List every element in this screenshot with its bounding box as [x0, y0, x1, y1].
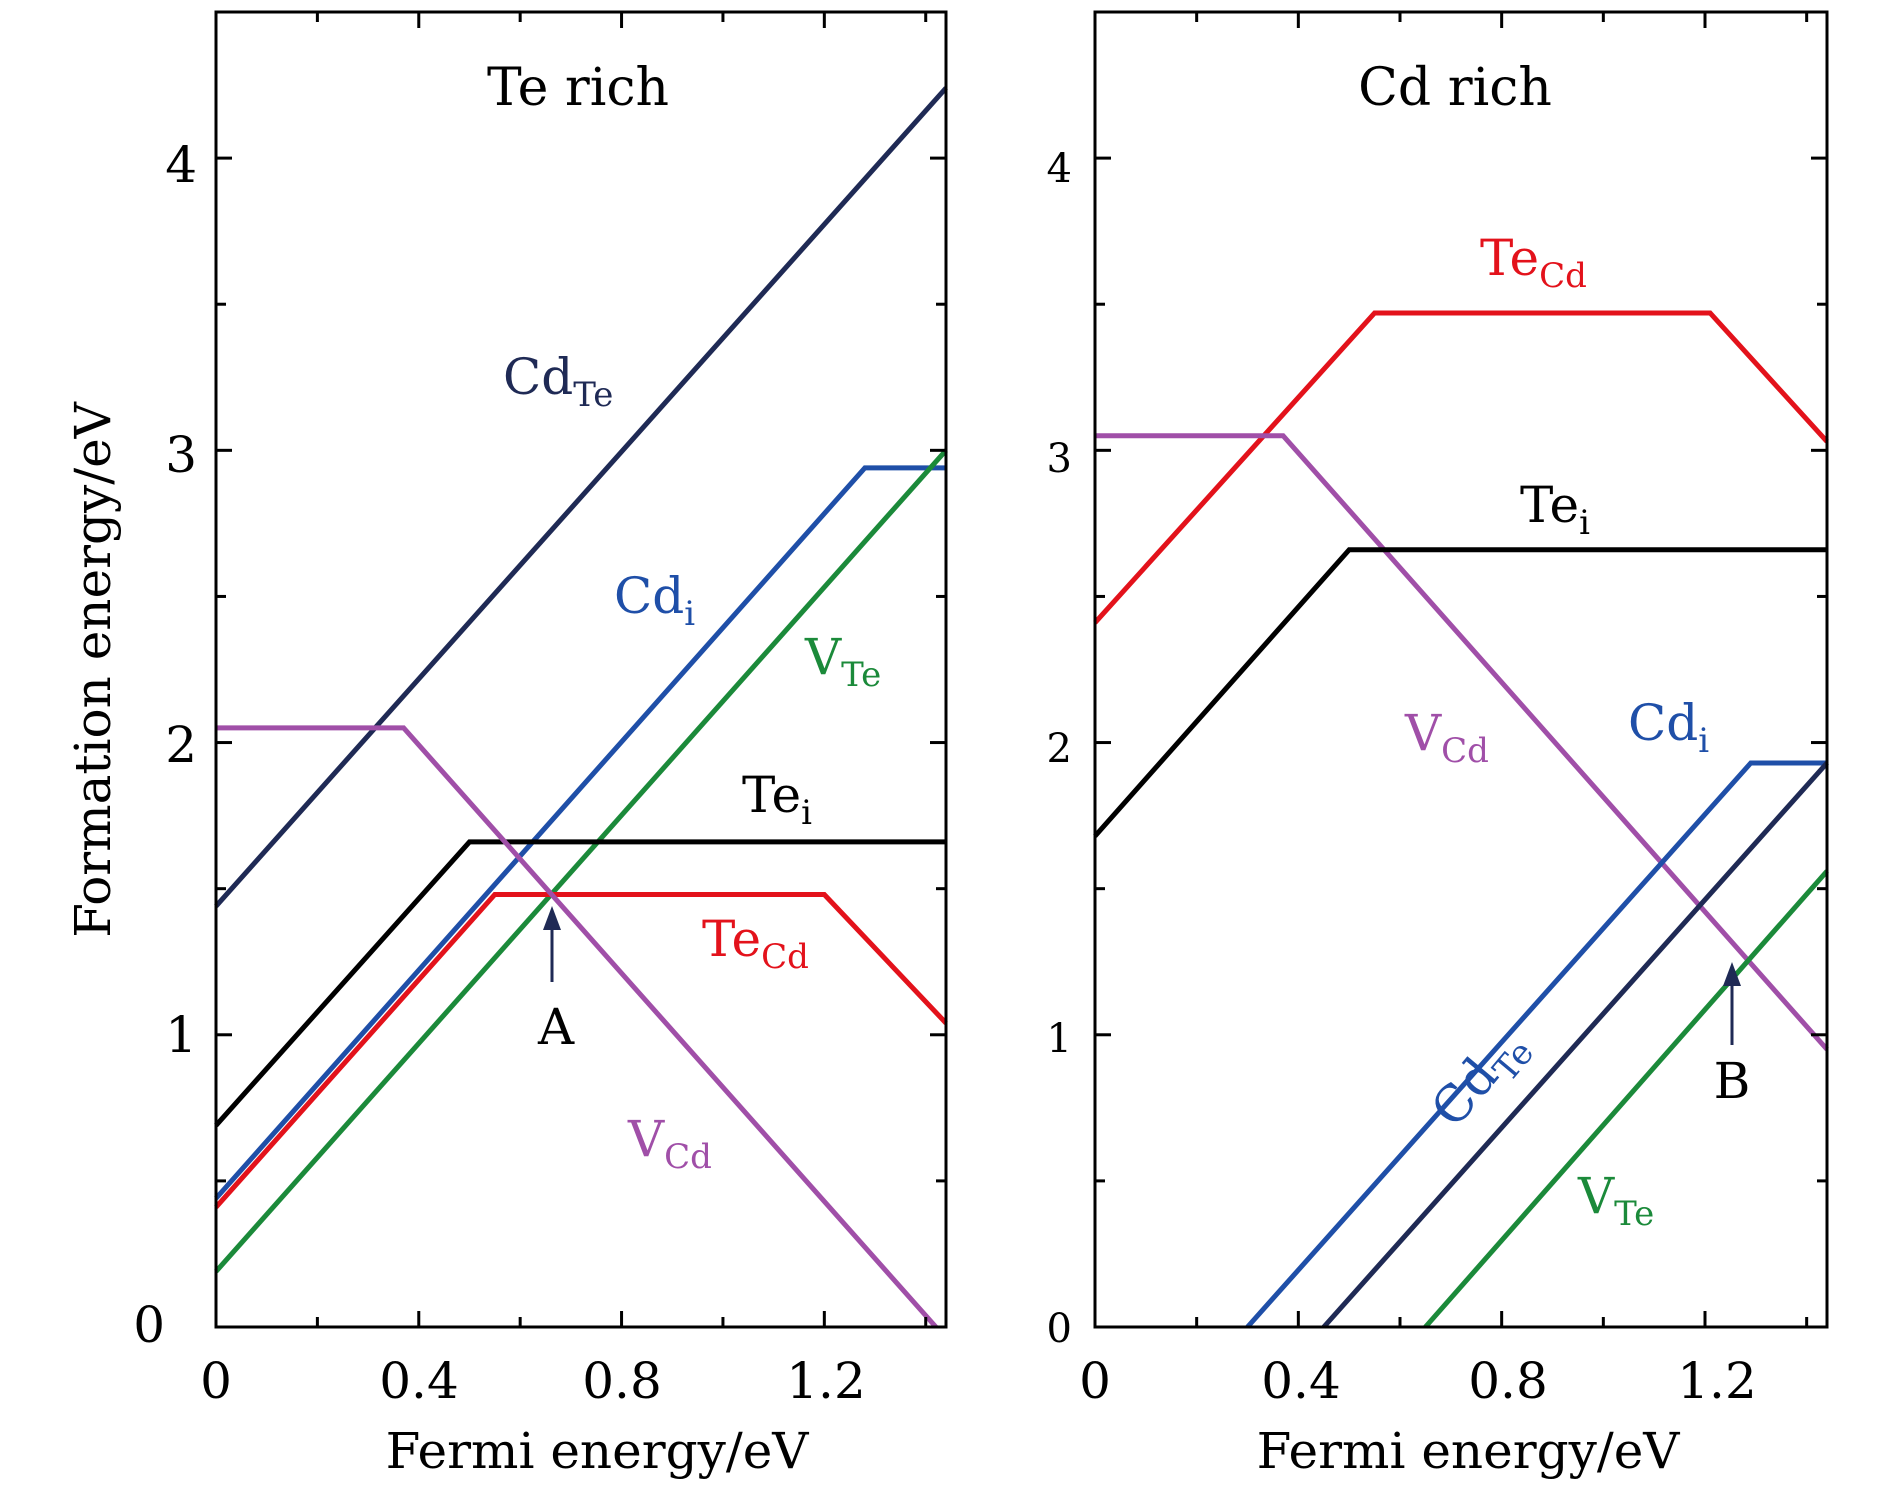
te-rich-line-cd-te [214, 86, 948, 908]
cd-rich-line-te-cd [1093, 310, 1829, 625]
te-rich-line-te-i [214, 839, 946, 1128]
cd-rich-line-v-cd [1095, 433, 1829, 1052]
cd-rich-label-cd-i-main: Cd [1628, 694, 1698, 752]
te-rich-label-te-i-sub: i [801, 793, 812, 833]
te-rich-label-cd-te-main: Cd [503, 348, 573, 406]
te-rich-ytick-label-2: 2 [165, 716, 197, 774]
cd-rich-label-te-i-sub: i [1579, 503, 1590, 543]
cd-rich-line-cd-i [1245, 760, 1827, 1329]
cd-rich-label-v-cd-main: V [1404, 704, 1442, 762]
cd-rich-label-v-cd-sub: Cd [1441, 731, 1489, 771]
te-rich-ytick-label-1: 1 [165, 1006, 197, 1064]
cd-rich-label-v-te-sub: Te [1614, 1194, 1654, 1234]
cd-rich-arrow-b-head [1723, 962, 1741, 986]
cd-rich-label-te-i: Tei [1520, 476, 1590, 543]
cd-rich-xtick-label-1: 0.4 [1261, 1352, 1341, 1410]
te-rich-line-v-cd [216, 725, 938, 1329]
cd-rich-label-cd-te: CdTe [1420, 1016, 1542, 1144]
cd-rich-plot-frame [1093, 10, 1829, 1329]
cd-rich-label-te-cd-sub: Cd [1539, 256, 1587, 296]
cd-rich-label-v-te: VTe [1577, 1167, 1654, 1234]
te-rich-label-te-i-main: Te [742, 766, 801, 824]
te-rich-label-v-te: VTe [804, 628, 881, 695]
te-rich-label-te-cd-sub: Cd [761, 937, 809, 977]
cd-rich-panel: Cd rich 0 1 2 3 4 0 0.4 0.8 1.2 Fermi en… [1047, 10, 1829, 1480]
te-rich-ytick-label-3: 3 [165, 426, 197, 484]
cd-rich-label-te-cd: TeCd [1480, 229, 1587, 296]
cd-rich-ytick-label-0: 0 [1047, 1306, 1072, 1352]
cd-rich-label-cd-i-sub: i [1698, 721, 1709, 761]
te-rich-label-te-i: Tei [742, 766, 812, 833]
te-rich-label-v-te-sub: Te [841, 655, 881, 695]
cd-rich-label-te-i-main: Te [1520, 476, 1579, 534]
te-rich-xtick-label-2: 0.8 [582, 1352, 662, 1410]
te-rich-label-v-cd: VCd [627, 1110, 712, 1177]
te-rich-arrow-a-head [543, 906, 561, 930]
te-rich-line-cd-i [214, 465, 946, 1201]
cd-rich-label-cd-i: Cdi [1628, 694, 1709, 761]
te-rich-label-v-cd-sub: Cd [664, 1137, 712, 1177]
te-rich-label-cd-te: CdTe [503, 348, 613, 415]
cd-rich-label-v-te-main: V [1577, 1167, 1615, 1225]
te-rich-label-te-cd-main: Te [702, 910, 761, 968]
te-rich-ytick-label-0: 0 [133, 1296, 165, 1354]
te-rich-xtick-label-1: 0.4 [379, 1352, 459, 1410]
te-rich-xtick-label-0: 0 [200, 1352, 232, 1410]
te-rich-label-v-cd-main: V [627, 1110, 665, 1168]
cd-rich-xtick-label-2: 0.8 [1468, 1352, 1548, 1410]
te-rich-label-cd-i: Cdi [614, 567, 695, 634]
cd-rich-label-v-cd: VCd [1404, 704, 1489, 771]
cd-rich-ytick-label-3: 3 [1047, 436, 1072, 482]
cd-rich-label-te-cd-main: Te [1480, 229, 1539, 287]
cd-rich-annotation-b: B [1714, 962, 1751, 1110]
y-axis-title: Formation energy/eV [64, 401, 122, 937]
cd-rich-x-axis-title: Fermi energy/eV [1257, 1422, 1681, 1480]
te-rich-label-cd-te-sub: Te [573, 375, 613, 415]
te-rich-line-te-cd [214, 892, 948, 1209]
cd-rich-line-te-i [1093, 547, 1827, 838]
cd-rich-panel-title: Cd rich [1358, 58, 1552, 118]
te-rich-annotation-a: A [537, 906, 575, 1056]
te-rich-label-cd-i-sub: i [684, 594, 695, 634]
te-rich-annotation-a-label: A [537, 998, 575, 1056]
cd-rich-ytick-label-1: 1 [1047, 1016, 1072, 1062]
te-rich-ytick-label-4: 4 [165, 136, 197, 194]
te-rich-line-v-te [214, 448, 948, 1274]
cd-rich-series-layer [1093, 310, 1829, 1329]
cd-rich-line-cd-te [1321, 761, 1829, 1329]
cd-rich-xtick-label-0: 0 [1079, 1352, 1111, 1410]
te-rich-plot-frame [214, 10, 948, 1329]
te-rich-xtick-label-3: 1.2 [786, 1352, 866, 1410]
cd-rich-line-v-te [1423, 869, 1829, 1329]
te-rich-label-cd-i-main: Cd [614, 567, 684, 625]
te-rich-panel: Te rich 0 1 2 3 4 0 0.4 0.8 1.2 Fermi en… [64, 10, 948, 1480]
cd-rich-ytick-label-2: 2 [1047, 726, 1072, 772]
te-rich-panel-title: Te rich [487, 58, 669, 118]
cd-rich-tick-layer [1093, 10, 1827, 1329]
te-rich-label-v-te-main: V [804, 628, 842, 686]
te-rich-label-te-cd: TeCd [702, 910, 809, 977]
te-rich-series-layer [214, 86, 948, 1329]
cd-rich-xtick-label-3: 1.2 [1677, 1352, 1757, 1410]
cd-rich-annotation-b-label: B [1714, 1052, 1751, 1110]
cd-rich-ytick-label-4: 4 [1047, 146, 1072, 192]
te-rich-x-axis-title: Fermi energy/eV [386, 1422, 810, 1480]
